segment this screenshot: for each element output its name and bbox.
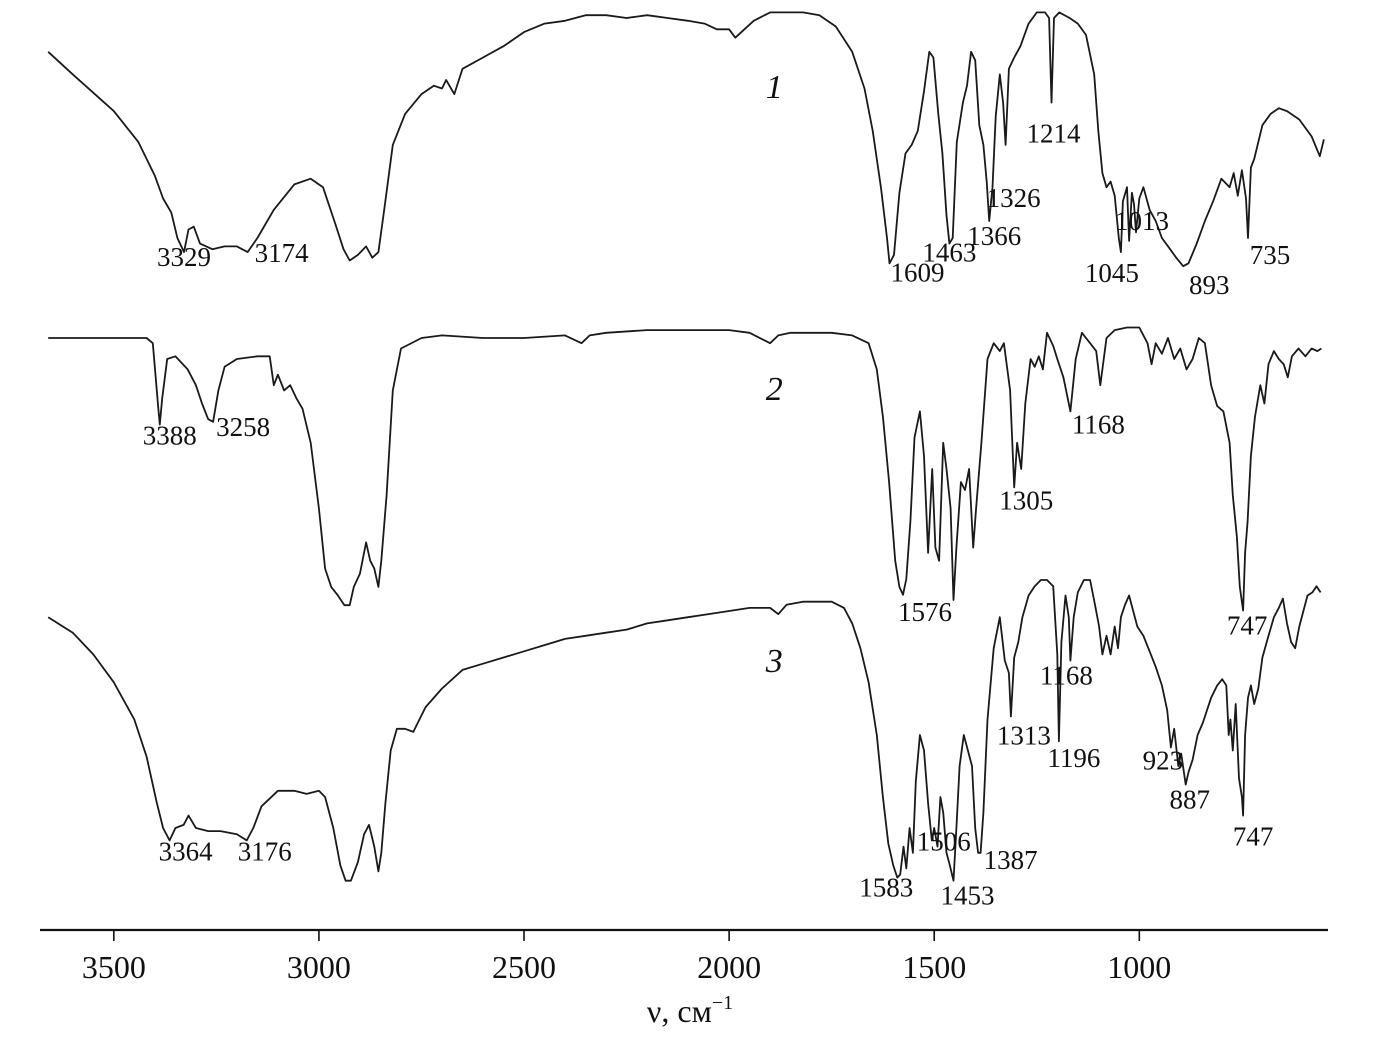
spectrum-line-2 <box>48 326 1322 612</box>
peak-label: 1583 <box>859 873 913 903</box>
curve-label-1: 1 <box>766 69 783 106</box>
peak-label: 1013 <box>1115 206 1169 236</box>
curve-label-2: 2 <box>766 371 783 408</box>
peak-label: 747 <box>1227 611 1268 641</box>
peak-label: 1168 <box>1072 409 1125 439</box>
peak-label: 1305 <box>999 485 1053 515</box>
peak-label: 1326 <box>987 183 1041 213</box>
x-ticks: 3500 3000 2500 2000 1500 1000 <box>82 930 1171 985</box>
x-tick-label: 3500 <box>82 949 146 985</box>
peak-label: 923 <box>1143 745 1184 775</box>
peak-label: 3329 <box>157 242 211 272</box>
peak-label: 747 <box>1233 822 1274 852</box>
x-tick-label: 1000 <box>1107 949 1171 985</box>
x-axis-label-unit-exponent: −1 <box>712 992 733 1014</box>
peak-label: 1453 <box>941 881 995 911</box>
peak-label: 735 <box>1250 240 1291 270</box>
peak-label: 3364 <box>159 836 214 866</box>
peak-label: 1196 <box>1047 743 1100 773</box>
peak-label: 1366 <box>967 221 1021 251</box>
peak-label: 1506 <box>917 826 971 856</box>
peak-label: 3174 <box>255 238 310 268</box>
peak-label: 1387 <box>984 845 1038 875</box>
peak-label: 893 <box>1189 270 1230 300</box>
peak-label: 3258 <box>216 412 270 442</box>
peak-label: 1463 <box>922 238 976 268</box>
x-tick-label: 2500 <box>492 949 556 985</box>
peak-label: 1609 <box>891 257 945 287</box>
x-tick-label: 3000 <box>287 949 351 985</box>
peak-label: 3176 <box>238 836 292 866</box>
x-axis-label: ν, см−1 <box>647 992 733 1029</box>
x-tick-label: 1500 <box>902 949 966 985</box>
x-axis: 3500 3000 2500 2000 1500 1000 ν, см−1 <box>40 928 1328 1029</box>
peak-label: 1168 <box>1040 661 1093 691</box>
peak-label: 1576 <box>898 597 952 627</box>
spectra-layer <box>47 11 1325 882</box>
peak-label: 1313 <box>997 720 1051 750</box>
x-tick-label: 2000 <box>697 949 761 985</box>
curve-label-3: 3 <box>765 643 783 680</box>
spectrum-line-3 <box>47 579 1322 882</box>
curve-labels-layer: 1 2 3 <box>765 69 783 680</box>
peak-label: 887 <box>1169 785 1210 815</box>
peak-label: 3388 <box>143 421 197 451</box>
peak-label: 1214 <box>1027 119 1082 149</box>
x-axis-label-text: ν, см <box>647 993 712 1029</box>
peak-label: 1045 <box>1085 258 1139 288</box>
spectrum-line-1 <box>47 11 1325 268</box>
